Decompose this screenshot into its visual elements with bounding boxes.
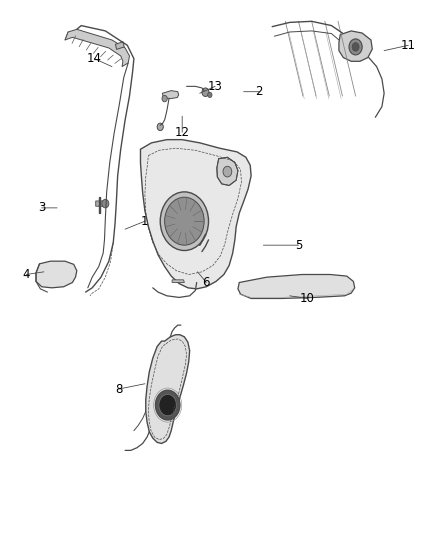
Circle shape bbox=[348, 39, 361, 55]
Circle shape bbox=[162, 95, 167, 102]
Text: 1: 1 bbox=[141, 215, 148, 228]
Text: 8: 8 bbox=[115, 383, 122, 395]
Text: 6: 6 bbox=[202, 276, 210, 289]
Bar bbox=[115, 42, 124, 50]
Polygon shape bbox=[172, 280, 184, 282]
Circle shape bbox=[351, 43, 358, 51]
Circle shape bbox=[157, 123, 163, 131]
Circle shape bbox=[102, 199, 109, 208]
Polygon shape bbox=[162, 91, 178, 99]
Circle shape bbox=[223, 166, 231, 177]
Polygon shape bbox=[65, 29, 129, 67]
Polygon shape bbox=[338, 31, 371, 61]
Text: 5: 5 bbox=[294, 239, 301, 252]
Circle shape bbox=[207, 92, 212, 98]
Text: 14: 14 bbox=[87, 52, 102, 65]
Text: 13: 13 bbox=[207, 80, 222, 93]
Circle shape bbox=[160, 192, 208, 251]
Polygon shape bbox=[145, 335, 189, 443]
Text: 10: 10 bbox=[299, 292, 314, 305]
Text: 11: 11 bbox=[400, 39, 415, 52]
Polygon shape bbox=[216, 157, 237, 185]
Text: 2: 2 bbox=[254, 85, 262, 98]
Polygon shape bbox=[36, 261, 77, 288]
Text: 3: 3 bbox=[38, 201, 45, 214]
Circle shape bbox=[201, 88, 208, 96]
Polygon shape bbox=[237, 274, 354, 298]
Polygon shape bbox=[95, 201, 106, 206]
Circle shape bbox=[155, 390, 180, 420]
Text: 4: 4 bbox=[22, 268, 30, 281]
Circle shape bbox=[159, 394, 176, 416]
Polygon shape bbox=[140, 140, 251, 289]
Circle shape bbox=[164, 197, 204, 245]
Text: 12: 12 bbox=[174, 126, 189, 139]
